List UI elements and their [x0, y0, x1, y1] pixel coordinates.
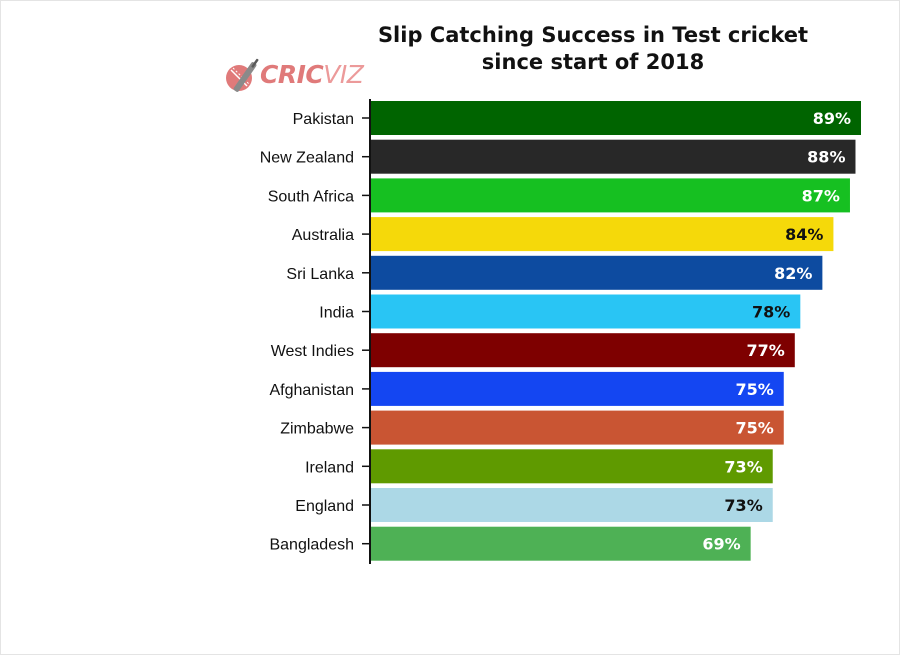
- cricviz-logo: CRICVIZ: [222, 56, 372, 98]
- chart-title-line-2: since start of 2018: [481, 50, 705, 74]
- category-label: South Africa: [268, 188, 354, 205]
- bar-england: [370, 488, 773, 522]
- chart-title: Slip Catching Success in Test cricket si…: [300, 22, 886, 76]
- chart-title-line-1: Slip Catching Success in Test cricket: [377, 23, 809, 47]
- category-label: India: [319, 305, 354, 322]
- value-label: 77%: [747, 341, 785, 360]
- bar-pakistan: [370, 101, 861, 135]
- category-label: Afghanistan: [269, 382, 354, 399]
- logo-wordmark: CRICVIZ: [260, 60, 364, 89]
- value-label: 75%: [735, 419, 773, 438]
- value-label: 75%: [735, 380, 773, 399]
- category-label: Zimbabwe: [280, 421, 354, 438]
- bar-afghanistan: [370, 371, 784, 406]
- bar-south-africa: [370, 178, 850, 213]
- category-label: West Indies: [271, 343, 354, 360]
- value-label: 73%: [724, 457, 762, 476]
- value-label: 82%: [774, 264, 812, 283]
- cricket-ball-bat-icon: [226, 58, 259, 92]
- category-label: Australia: [292, 227, 354, 244]
- bar-west-indies: [370, 333, 795, 368]
- category-label: Pakistan: [293, 111, 354, 128]
- value-label: 84%: [785, 225, 823, 244]
- value-label: 73%: [724, 496, 762, 515]
- category-label: Ireland: [305, 459, 354, 476]
- bar-australia: [370, 217, 834, 252]
- value-label: 87%: [802, 186, 840, 205]
- bar-zimbabwe: [370, 410, 784, 445]
- bars-group: Pakistan 89% New Zealand 88% South Africa 87%…: [260, 101, 861, 561]
- category-label: Sri Lanka: [286, 266, 354, 283]
- value-label: 89%: [813, 109, 851, 128]
- category-label: Bangladesh: [269, 537, 354, 554]
- bar-sri-lanka: [370, 255, 823, 290]
- bar-india: [370, 294, 801, 329]
- bar-bangladesh: [370, 526, 751, 561]
- value-label: 69%: [702, 535, 740, 554]
- logo-text-viz: VIZ: [323, 60, 364, 89]
- bar-new-zealand: [370, 139, 856, 174]
- value-label: 78%: [752, 303, 790, 322]
- category-label: New Zealand: [260, 150, 354, 167]
- bar-ireland: [370, 449, 773, 484]
- category-label: England: [295, 498, 354, 515]
- value-label: 88%: [807, 148, 845, 167]
- logo-text-cric: CRIC: [260, 60, 324, 89]
